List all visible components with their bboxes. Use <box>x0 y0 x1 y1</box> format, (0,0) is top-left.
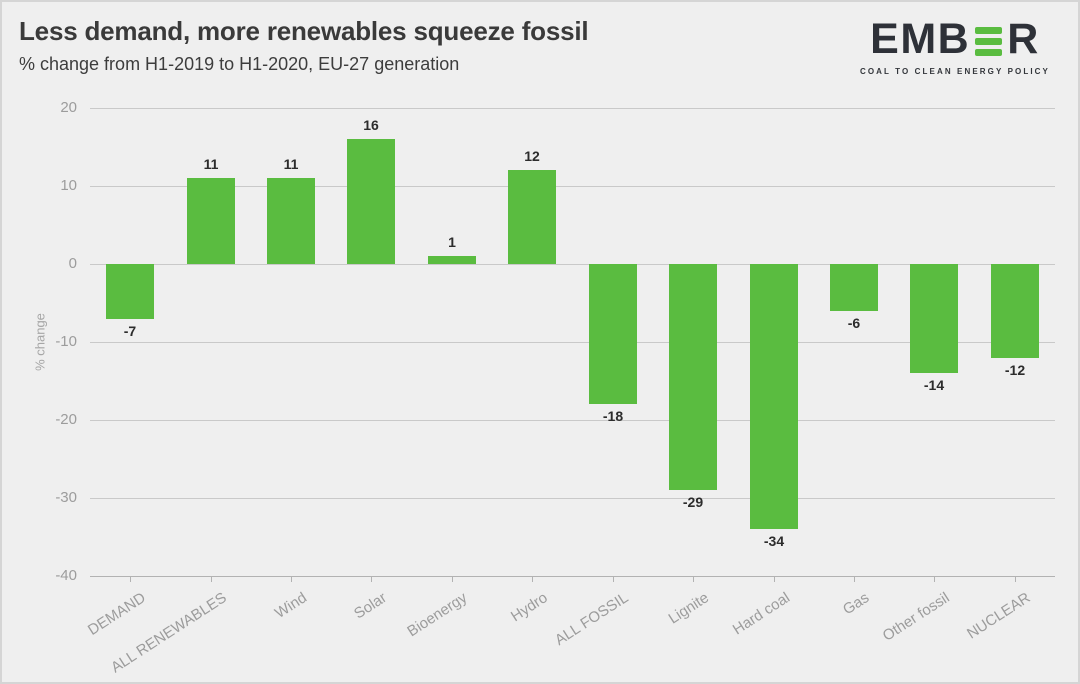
bar <box>750 264 798 529</box>
logo-text-right: R <box>1007 15 1040 63</box>
page-title: Less demand, more renewables squeeze fos… <box>19 16 589 46</box>
x-tick <box>613 576 614 582</box>
x-tick-label: Wind <box>271 589 310 623</box>
bar <box>187 178 235 264</box>
gridline <box>90 420 1055 421</box>
x-tick <box>774 576 775 582</box>
y-tick-label: 10 <box>60 177 77 194</box>
y-tick-label: -20 <box>55 411 77 428</box>
bar-value-label: -29 <box>682 494 704 510</box>
bar <box>589 264 637 404</box>
x-tick-label: Hard coal <box>729 589 793 639</box>
x-tick <box>532 576 533 582</box>
gridline <box>90 264 1055 265</box>
y-tick-label: -30 <box>55 489 77 506</box>
x-tick <box>130 576 131 582</box>
x-tick <box>211 576 212 582</box>
x-tick <box>854 576 855 582</box>
bar <box>347 139 395 264</box>
x-tick-label: Solar <box>351 589 390 623</box>
x-tick <box>934 576 935 582</box>
x-tick-label: Other fossil <box>879 589 953 645</box>
y-tick-label: -40 <box>55 567 77 584</box>
logo-wordmark: EMB R <box>870 18 1040 61</box>
y-tick-label: -10 <box>55 333 77 350</box>
gridline <box>90 342 1055 343</box>
x-tick-label: Gas <box>840 589 873 619</box>
bar <box>830 264 878 311</box>
bar <box>991 264 1039 358</box>
gridline <box>90 498 1055 499</box>
bar <box>508 170 556 264</box>
logo-tagline: COAL TO CLEAN ENERGY POLICY <box>859 67 1050 76</box>
bar-value-label: -34 <box>763 533 785 549</box>
x-tick <box>1015 576 1016 582</box>
bar-value-label: 1 <box>448 234 456 250</box>
x-tick-label: DEMAND <box>84 589 149 639</box>
x-tick-label: Hydro <box>507 589 551 626</box>
x-tick-label: Lignite <box>665 589 712 628</box>
x-tick <box>371 576 372 582</box>
logo-text-left: EMB <box>870 15 971 63</box>
bar-value-label: 11 <box>203 156 219 172</box>
y-tick-label: 0 <box>68 255 77 272</box>
y-tick-label: 20 <box>60 99 77 116</box>
bar <box>267 178 315 264</box>
bar-value-label: -6 <box>847 315 861 331</box>
bar-value-label: 12 <box>524 148 540 164</box>
x-tick-label: ALL FOSSIL <box>552 589 632 649</box>
logo-green-e-icon <box>975 26 1003 56</box>
gridline <box>90 108 1055 109</box>
bar <box>106 264 154 319</box>
bar-value-label: -12 <box>1004 362 1026 378</box>
ember-logo: EMB R COAL TO CLEAN ENERGY POLICY <box>859 18 1050 77</box>
bar-value-label: -18 <box>602 408 624 424</box>
x-tick <box>291 576 292 582</box>
bar-value-label: 16 <box>363 117 379 133</box>
x-tick <box>452 576 453 582</box>
bar-value-label: -14 <box>923 377 945 393</box>
bar <box>428 256 476 264</box>
x-tick-label: NUCLEAR <box>964 589 1034 643</box>
x-tick-label: Bioenergy <box>404 589 471 641</box>
bar <box>669 264 717 490</box>
bar <box>910 264 958 373</box>
gridline <box>90 576 1055 577</box>
bar-value-label: 11 <box>283 156 299 172</box>
x-tick <box>693 576 694 582</box>
page-subtitle: % change from H1-2019 to H1-2020, EU-27 … <box>19 54 460 74</box>
bar-value-label: -7 <box>123 323 137 339</box>
gridline <box>90 186 1055 187</box>
